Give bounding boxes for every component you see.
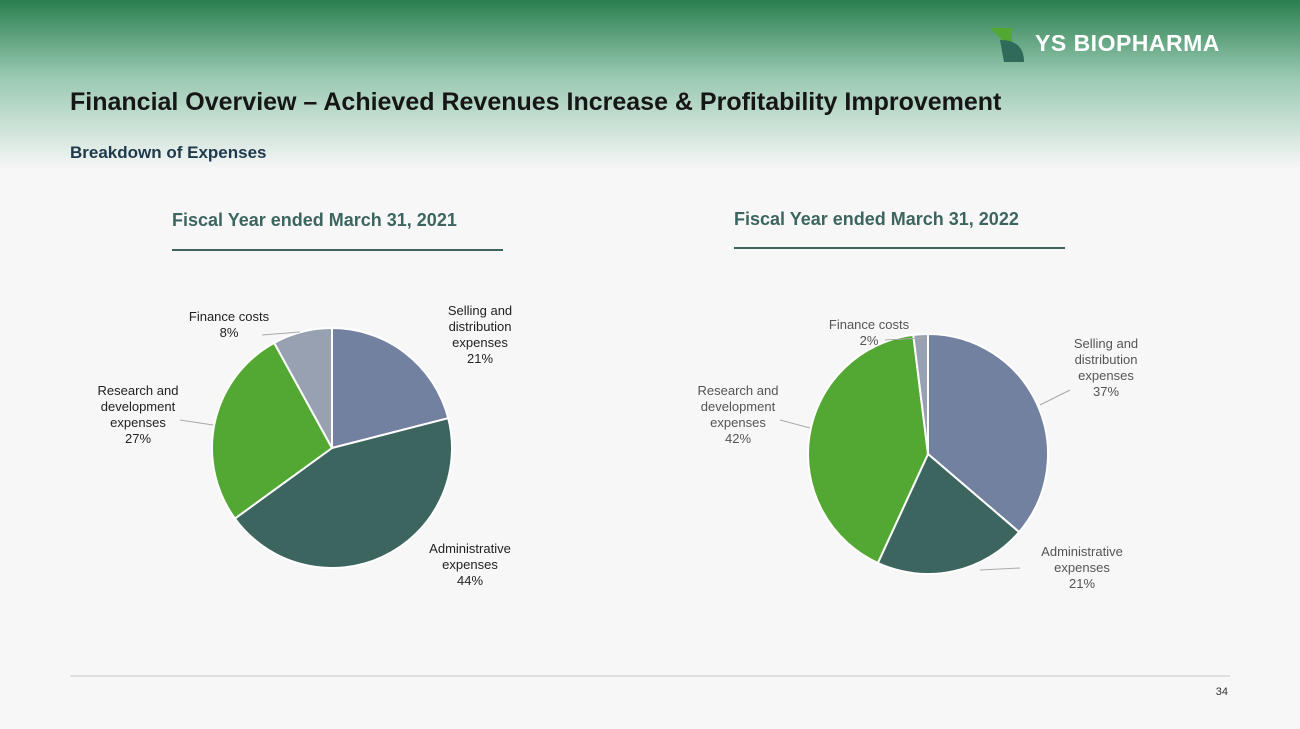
pie-slice [912, 332, 929, 455]
pie-slice [272, 326, 333, 449]
slice-label: Research and development expenses 42% [688, 383, 788, 447]
category-label: Selling and distribution expenses [447, 303, 513, 350]
slice-label: Selling and distribution expenses 21% [435, 303, 525, 367]
leader-line [1039, 389, 1071, 406]
header-background [0, 0, 1300, 170]
category-label: Research and development expenses [97, 383, 179, 430]
category-label: Administrative expenses [429, 541, 511, 572]
slice-label: Selling and distribution expenses 37% [1061, 336, 1151, 400]
pie-slice [211, 341, 334, 520]
leader-line [779, 419, 811, 429]
value-label: 37% [1092, 384, 1120, 399]
leader-line [179, 419, 214, 426]
value-label: 2% [859, 333, 879, 348]
slice-label: Finance costs 2% [819, 317, 919, 349]
category-label: Research and development expenses [697, 383, 779, 430]
slice-label: Research and development expenses 27% [88, 383, 188, 447]
category-label: Finance costs [188, 309, 270, 324]
value-label: 21% [466, 351, 494, 366]
logo-text: YS BIOPHARMA [1035, 30, 1220, 56]
value-label: 42% [724, 431, 752, 446]
leader-line [884, 337, 926, 341]
leader-line [261, 331, 301, 336]
slice-label: Finance costs 8% [179, 309, 279, 341]
pie-slice [807, 333, 930, 565]
chart-title: Fiscal Year ended March 31, 2022 [734, 209, 1019, 229]
category-label: Finance costs [828, 317, 910, 332]
logo-icon [1000, 40, 1024, 62]
pie-slice [331, 326, 450, 450]
pie-slice [927, 332, 1049, 534]
slide-subtitle: Breakdown of Expenses [70, 143, 267, 162]
leader-line [979, 567, 1021, 571]
value-label: 8% [219, 325, 239, 340]
chart-title: Fiscal Year ended March 31, 2021 [172, 210, 457, 230]
slice-label: Administrative expenses 44% [415, 541, 525, 589]
page-number: 34 [1215, 686, 1228, 698]
slice-label: Administrative expenses 21% [1027, 544, 1137, 592]
pie-slice [876, 452, 1021, 575]
value-label: 21% [1068, 576, 1096, 591]
value-label: 44% [456, 573, 484, 588]
category-label: Selling and distribution expenses [1073, 336, 1139, 383]
value-label: 27% [124, 431, 152, 446]
pie-slice [233, 416, 453, 569]
slide-title: Financial Overview – Achieved Revenues I… [70, 88, 1002, 116]
category-label: Administrative expenses [1041, 544, 1123, 575]
